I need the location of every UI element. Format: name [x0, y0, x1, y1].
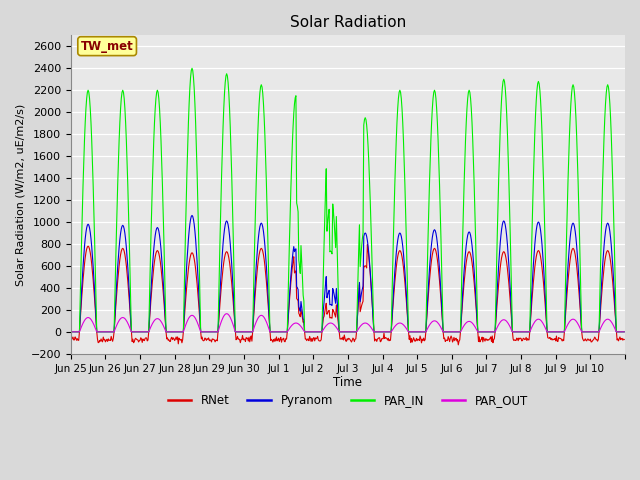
- Line: Pyranom: Pyranom: [71, 216, 624, 332]
- RNet: [620, 336, 628, 342]
- RNet: [132, 336, 140, 341]
- RNet: [234, 334, 241, 339]
- RNet: [454, 342, 462, 348]
- PAR_OUT: [436, 324, 444, 329]
- PAR_OUT: [262, 317, 269, 323]
- PAR_OUT: [132, 329, 140, 335]
- Pyranom: [620, 329, 628, 335]
- PAR_IN: [262, 154, 269, 160]
- Pyranom: [262, 252, 269, 258]
- PAR_OUT: [405, 329, 413, 335]
- RNet: [261, 263, 269, 268]
- PAR_IN: [283, 329, 291, 335]
- Line: PAR_IN: PAR_IN: [71, 68, 624, 332]
- Pyranom: [234, 329, 242, 335]
- Line: PAR_OUT: PAR_OUT: [71, 314, 624, 332]
- Title: Solar Radiation: Solar Radiation: [290, 15, 406, 30]
- Pyranom: [132, 329, 140, 335]
- PAR_OUT: [620, 329, 628, 335]
- PAR_IN: [234, 329, 242, 335]
- PAR_OUT: [234, 329, 242, 335]
- Pyranom: [405, 329, 413, 335]
- Legend: RNet, Pyranom, PAR_IN, PAR_OUT: RNet, Pyranom, PAR_IN, PAR_OUT: [163, 389, 532, 411]
- RNet: [67, 336, 75, 342]
- Pyranom: [188, 213, 196, 218]
- Pyranom: [67, 329, 75, 335]
- RNet: [436, 287, 444, 293]
- Line: RNet: RNet: [71, 245, 624, 345]
- Y-axis label: Solar Radiation (W/m2, uE/m2/s): Solar Radiation (W/m2, uE/m2/s): [15, 103, 25, 286]
- RNet: [282, 336, 290, 342]
- Pyranom: [283, 329, 291, 335]
- PAR_OUT: [223, 311, 230, 317]
- PAR_IN: [405, 329, 413, 335]
- PAR_OUT: [283, 329, 291, 335]
- PAR_IN: [132, 329, 140, 335]
- RNet: [405, 336, 413, 342]
- Pyranom: [436, 278, 444, 284]
- PAR_IN: [436, 208, 444, 214]
- RNet: [364, 242, 371, 248]
- PAR_IN: [620, 329, 628, 335]
- PAR_IN: [67, 329, 75, 335]
- PAR_OUT: [67, 329, 75, 335]
- X-axis label: Time: Time: [333, 376, 362, 389]
- Text: TW_met: TW_met: [81, 40, 134, 53]
- PAR_IN: [188, 65, 196, 71]
